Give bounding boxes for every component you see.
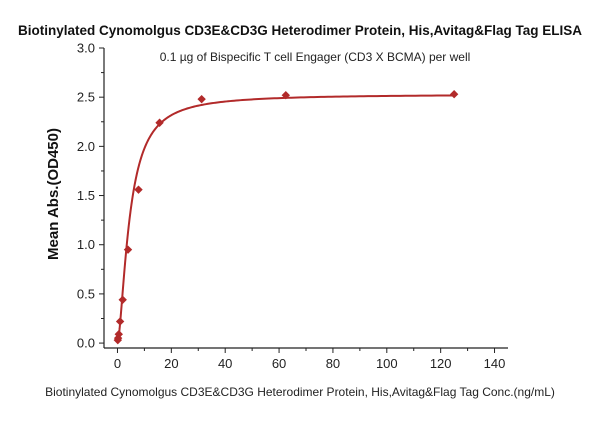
x-tick-label: 20	[164, 356, 178, 371]
y-axis-ticks: 0.0 0.5 1.0 1.5 2.0 2.5 3.0	[77, 41, 104, 351]
y-tick-label: 2.0	[77, 139, 95, 154]
chart-subtitle: 0.1 µg of Bispecific T cell Engager (CD3…	[160, 50, 471, 64]
fit-curve	[116, 94, 455, 343]
y-tick-label: 0.0	[77, 336, 95, 351]
data-point	[134, 185, 143, 194]
x-tick-label: 40	[218, 356, 232, 371]
x-axis-label: Biotinylated Cynomolgus CD3E&CD3G Hetero…	[45, 385, 555, 399]
data-points	[113, 90, 459, 345]
y-axis-label: Mean Abs.(OD450)	[45, 128, 62, 260]
x-axis-ticks: 0 20 40 60 80 100 120 140	[114, 348, 506, 371]
y-tick-label: 0.5	[77, 286, 95, 301]
data-point	[281, 91, 290, 100]
data-point	[118, 295, 127, 305]
axes	[103, 48, 508, 349]
data-point	[197, 94, 206, 104]
x-tick-label: 0	[114, 356, 121, 371]
data-point	[114, 330, 123, 339]
data-point	[449, 90, 459, 99]
y-tick-label: 3.0	[77, 41, 95, 56]
x-tick-label: 120	[430, 356, 452, 371]
y-tick-label: 2.5	[77, 90, 95, 105]
x-tick-label: 80	[326, 356, 340, 371]
y-tick-label: 1.0	[77, 237, 95, 252]
data-point	[115, 317, 125, 326]
x-tick-label: 100	[376, 356, 398, 371]
chart-title: Biotinylated Cynomolgus CD3E&CD3G Hetero…	[18, 23, 582, 38]
y-tick-label: 1.5	[77, 188, 95, 203]
data-point	[123, 245, 133, 254]
x-tick-label: 140	[484, 356, 506, 371]
data-point	[155, 118, 164, 127]
x-tick-label: 60	[272, 356, 286, 371]
